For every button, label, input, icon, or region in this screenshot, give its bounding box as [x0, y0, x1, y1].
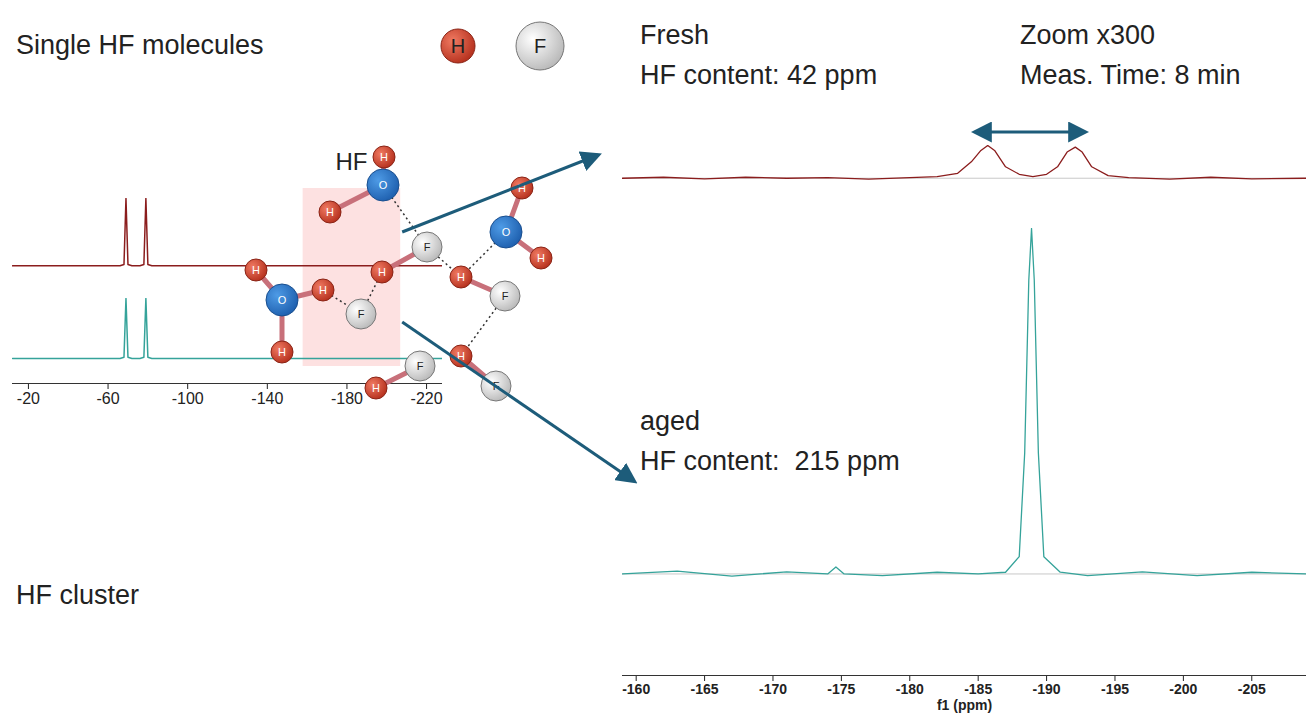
svg-text:-180: -180 [896, 681, 924, 697]
html-text:HF content: 42 ppm: HF content: 42 ppm [640, 60, 878, 90]
html-text:HF: HF [335, 148, 368, 175]
svg-text:H: H [457, 271, 465, 283]
svg-text:-170: -170 [759, 681, 787, 697]
html-text:HF cluster: HF cluster [16, 580, 139, 610]
svg-text:H: H [326, 206, 334, 218]
svg-text:H: H [252, 264, 260, 276]
svg-text:-140: -140 [251, 390, 283, 407]
svg-text:F: F [502, 290, 509, 302]
html-text:HF content: 215 ppm: HF content: 215 ppm [640, 446, 900, 476]
svg-text:-195: -195 [1101, 681, 1129, 697]
svg-text:H: H [278, 346, 286, 358]
svg-text:-205: -205 [1238, 681, 1266, 697]
svg-text:F: F [417, 360, 424, 372]
svg-text:-165: -165 [691, 681, 719, 697]
svg-text:F: F [424, 241, 431, 253]
svg-text:-185: -185 [964, 681, 992, 697]
html-text:aged: aged [640, 406, 701, 436]
html-text:Zoom x300: Zoom x300 [1020, 20, 1156, 50]
svg-text:-60: -60 [96, 390, 119, 407]
svg-text:H: H [451, 35, 465, 57]
html-text:Single HF molecules: Single HF molecules [16, 30, 264, 60]
svg-text:-180: -180 [331, 390, 363, 407]
svg-text:H: H [518, 182, 526, 194]
svg-text:-200: -200 [1169, 681, 1197, 697]
svg-text:H: H [537, 252, 545, 264]
svg-text:-220: -220 [411, 390, 443, 407]
svg-text:F: F [534, 35, 546, 57]
svg-text:-190: -190 [1033, 681, 1061, 697]
svg-text:O: O [502, 226, 511, 238]
svg-text:O: O [278, 294, 287, 306]
svg-text:-175: -175 [827, 681, 855, 697]
svg-text:H: H [380, 151, 388, 163]
svg-text:H: H [378, 266, 386, 278]
svg-text:-160: -160 [622, 681, 650, 697]
html-text:Meas. Time: 8 min: Meas. Time: 8 min [1020, 60, 1241, 90]
svg-text:H: H [457, 350, 465, 362]
svg-text:F: F [358, 308, 365, 320]
svg-text:-20: -20 [17, 390, 40, 407]
svg-text:H: H [319, 284, 327, 296]
svg-text:f1 (ppm): f1 (ppm) [937, 697, 992, 713]
svg-text:O: O [379, 179, 388, 191]
html-text:Fresh: Fresh [640, 20, 709, 50]
svg-text:H: H [372, 382, 380, 394]
svg-text:-100: -100 [172, 390, 204, 407]
svg-text:F: F [493, 380, 500, 392]
